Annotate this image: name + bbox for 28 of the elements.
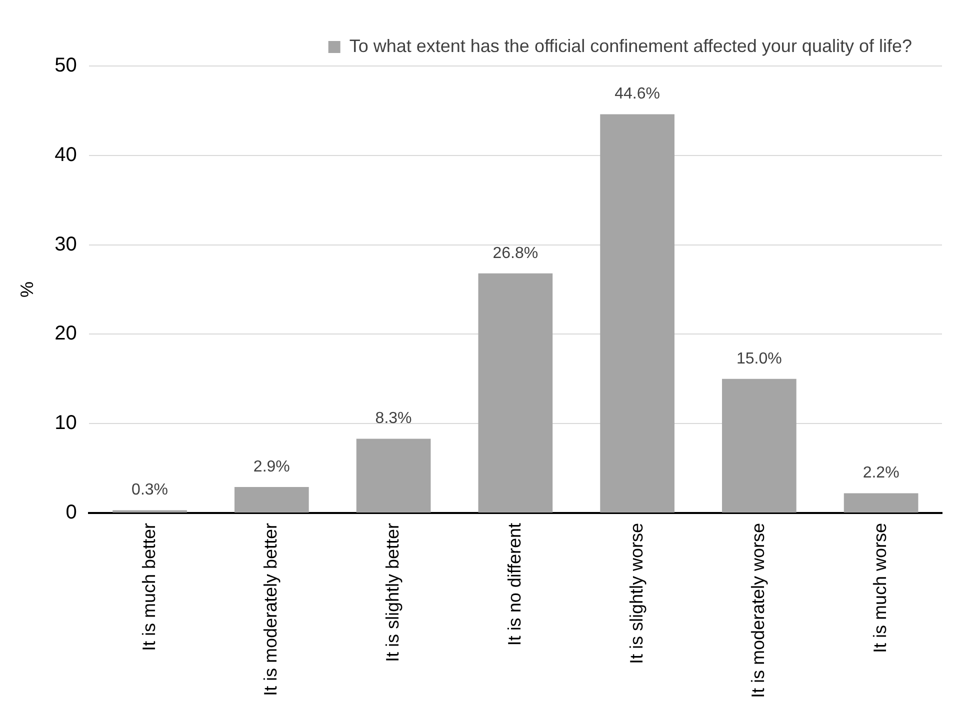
y-tick-label: 30 — [54, 233, 77, 256]
y-tick-label: 10 — [54, 412, 77, 434]
x-tick-label: It is moderately better — [260, 522, 281, 696]
bar — [722, 378, 796, 512]
y-tick-label: 20 — [54, 322, 77, 345]
x-tick-label: It is slightly better — [382, 522, 403, 662]
data-label: 0.3% — [132, 482, 168, 499]
data-label: 26.8% — [492, 244, 538, 262]
y-tick-label: 40 — [54, 144, 77, 166]
x-tick-label: It is much worse — [870, 522, 890, 653]
bar — [844, 493, 918, 512]
bar — [600, 114, 674, 512]
bar — [478, 273, 553, 512]
data-label: 8.3% — [375, 410, 412, 428]
data-label: 15.0% — [736, 350, 782, 368]
data-label: 2.2% — [862, 464, 900, 482]
x-tick-label: It is moderately worse — [748, 522, 768, 698]
legend-label: To what extent has the official confinement affected your quality of life? — [349, 36, 912, 56]
data-label: 44.6% — [614, 86, 660, 103]
x-tick-label: It is slightly worse — [626, 522, 646, 664]
y-tick-label: 0 — [66, 501, 77, 524]
data-label: 2.9% — [253, 458, 290, 476]
bar — [356, 438, 431, 512]
x-tick-label: It is no different — [504, 522, 524, 646]
y-axis-title: % — [16, 281, 37, 298]
y-tick-label: 50 — [54, 54, 77, 77]
x-tick-label: It is much better — [138, 522, 159, 651]
bar — [234, 487, 309, 512]
